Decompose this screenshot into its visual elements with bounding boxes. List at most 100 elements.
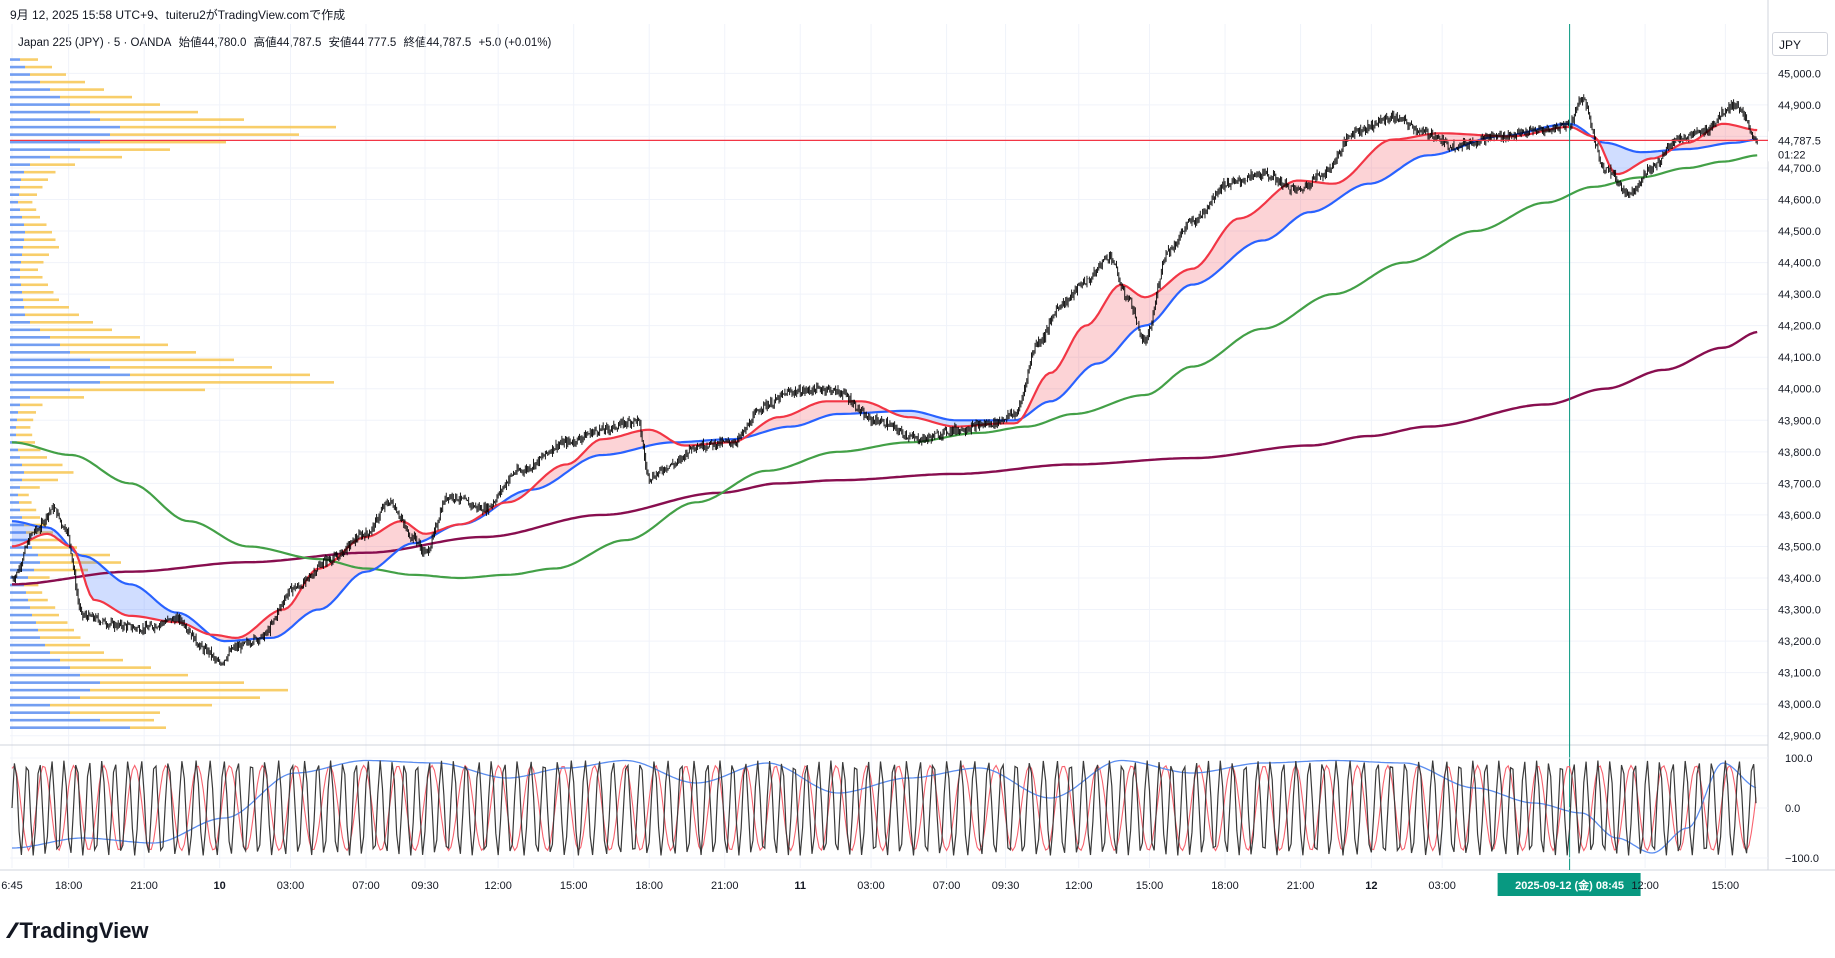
volume-bar-up [10, 598, 28, 602]
fast-oscillator-line [11, 760, 1757, 856]
volume-bar-down [110, 366, 272, 369]
volume-bar-down [24, 238, 56, 242]
time-tick-label: 21:00 [1287, 880, 1315, 892]
ohlc-high: 高値44,787.5 [253, 37, 322, 49]
volume-bar-down [50, 651, 104, 654]
volume-bar-up [10, 388, 70, 392]
volume-bar-down [80, 148, 170, 151]
volume-bar-up [10, 583, 24, 587]
volume-bar-down [80, 696, 260, 699]
volume-bar-down [40, 636, 81, 639]
time-tick-label: 09:30 [992, 880, 1020, 892]
volume-bar-up [10, 628, 38, 632]
volume-bar-down [30, 396, 84, 399]
cloud-segment [1671, 123, 1756, 150]
brand[interactable]: ⁄⁄ TradingView [10, 918, 149, 944]
volume-bar-down [24, 305, 69, 309]
time-tick-label: 15:00 [1712, 880, 1740, 892]
time-tick-label: 09:30 [411, 880, 439, 892]
volume-bar-down [21, 260, 44, 264]
price-axis: 42,900.0 43,000.0 43,100.0 43,200.0 43,300.0… [1768, 68, 1828, 865]
volume-bar-down [30, 73, 66, 76]
volume-bar-down [130, 726, 166, 729]
volume-bar-down [30, 606, 56, 609]
time-tick-label: 12:00 [484, 880, 512, 892]
volume-bar-down [24, 170, 56, 174]
volume-bar-down [24, 583, 39, 587]
volume-bar-up [10, 103, 70, 106]
volume-bar-down [21, 283, 48, 287]
volume-bar-down [60, 343, 168, 347]
last-price-label: 44,787.5 [1778, 135, 1821, 147]
volume-bar-down [22, 478, 58, 482]
ema-slow-line [11, 122, 1758, 643]
candles [11, 94, 1758, 666]
time-tick-label: 12:00 [1065, 880, 1093, 892]
symbol-title[interactable]: Japan 225 (JPY) · 5 · OANDA [18, 37, 172, 49]
volume-bar-down [90, 110, 198, 114]
volume-bar-up [10, 80, 40, 84]
volume-bar-down [26, 591, 43, 594]
volume-bar-down [20, 508, 37, 512]
volume-bar-up [10, 621, 36, 624]
time-tick-label: 03:00 [1428, 880, 1456, 892]
volume-bar-up [10, 185, 20, 189]
volume-bar-up [10, 290, 22, 294]
cloud-segment [71, 546, 79, 558]
volume-bar-down [120, 125, 336, 129]
volume-bar-up [10, 110, 90, 114]
volume-bar-down [50, 703, 212, 707]
ohlc-change: +5.0 (+0.01%) [478, 37, 552, 49]
volume-bar-up [10, 275, 20, 279]
ohlc-open: 始値44,780.0 [178, 37, 247, 49]
time-tick-label: 12 [1365, 880, 1377, 892]
price-tick-label: 43,600.0 [1778, 510, 1821, 522]
volume-bar-up [10, 703, 50, 707]
volume-bar-down [45, 643, 90, 647]
volume-bar-up [10, 523, 24, 527]
volume-bar-down [18, 200, 33, 204]
price-tick-label: 44,000.0 [1778, 384, 1821, 396]
time-tick-label: 12:00 [1631, 880, 1659, 892]
volume-bar-up [10, 245, 23, 249]
currency-selector[interactable]: JPY [1772, 32, 1828, 56]
volume-bar-down [24, 471, 74, 474]
volume-bar-down [19, 193, 37, 196]
volume-bar-down [32, 546, 77, 549]
price-tick-label: 42,900.0 [1778, 731, 1821, 743]
volume-bar-down [60, 658, 123, 662]
price-tick-label: 43,300.0 [1778, 605, 1821, 617]
volume-bar-up [10, 403, 20, 407]
volume-bar-down [90, 358, 234, 362]
volume-bar-up [10, 396, 30, 399]
price-tick-label: 43,700.0 [1778, 478, 1821, 490]
price-tick-label: 43,900.0 [1778, 415, 1821, 427]
volume-bar-down [36, 621, 68, 624]
price-tick-label: 44,200.0 [1778, 321, 1821, 333]
volume-bar-up [10, 613, 32, 617]
time-tick-label: 15:00 [560, 880, 588, 892]
slow-oscillator-line [12, 759, 1757, 854]
cloud-segment [531, 429, 676, 490]
osc-tick-label: −100.0 [1785, 853, 1819, 865]
volume-bar-down [130, 373, 310, 377]
volume-bar-up [10, 328, 40, 332]
volume-bar-up [10, 643, 45, 647]
volume-bar-up [10, 673, 80, 677]
volume-bar-up [10, 553, 38, 557]
volume-bar-down [22, 290, 54, 294]
volume-bar-up [10, 606, 30, 609]
volume-bar-down [20, 185, 43, 189]
volume-bar-down [70, 711, 160, 714]
volume-bar-down [26, 531, 53, 534]
price-tick-label: 44,400.0 [1778, 258, 1821, 270]
volume-bar-down [50, 155, 122, 159]
price-tick-label: 43,800.0 [1778, 447, 1821, 459]
osc-tick-label: 0.0 [1785, 803, 1800, 815]
volume-bar-down [40, 80, 85, 84]
volume-bar-up [10, 163, 30, 166]
volume-bar-down [18, 411, 36, 414]
volume-bar-up [10, 88, 50, 91]
